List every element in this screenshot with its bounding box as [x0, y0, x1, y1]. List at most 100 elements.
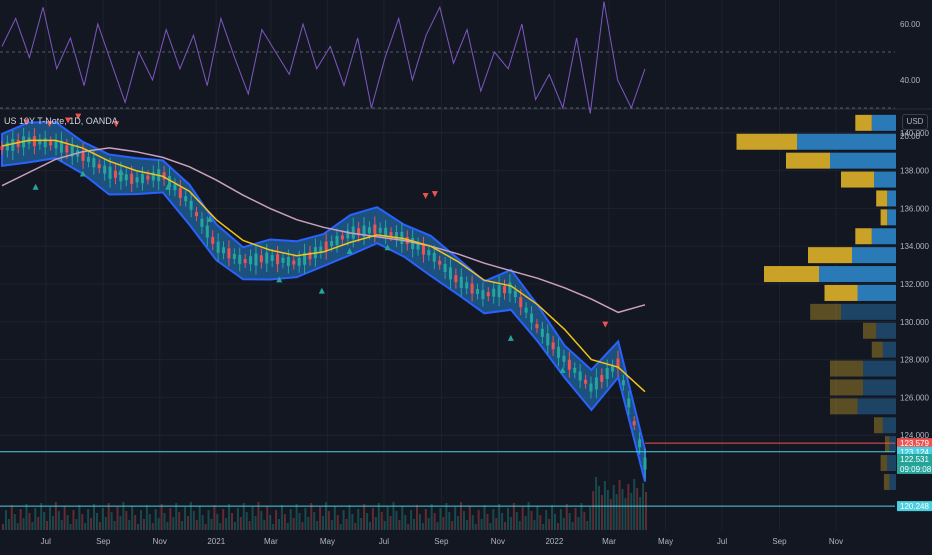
volume-bar: [580, 503, 583, 530]
volume-bar: [310, 503, 313, 530]
price-axis-tick: 130.000: [900, 318, 929, 327]
candle-body: [173, 184, 177, 191]
candle-body: [540, 328, 544, 337]
buy-signal-marker: [79, 170, 86, 177]
volume-bar: [457, 516, 460, 530]
candle-body: [611, 365, 615, 372]
volume-bar: [301, 522, 304, 530]
candle-body: [475, 289, 479, 295]
time-axis-label: Jul: [717, 537, 727, 546]
candle-body: [113, 170, 117, 178]
volume-bar: [336, 515, 339, 530]
volume-bar: [198, 506, 201, 530]
volume-bar: [527, 502, 530, 530]
candle-body: [0, 145, 4, 150]
candle-body: [259, 255, 263, 263]
candle-body: [54, 140, 58, 149]
volume-bar: [559, 509, 562, 530]
volume-bar: [351, 514, 354, 530]
candle-body: [546, 333, 550, 346]
candle-body: [589, 383, 593, 392]
volume-bar: [483, 505, 486, 530]
volume-bar: [586, 521, 589, 530]
candle-body: [243, 259, 247, 264]
buy-signal-marker: [318, 287, 325, 294]
volume-profile-bar-up: [871, 114, 896, 131]
candle-body: [11, 138, 15, 151]
buy-signal-marker: [206, 215, 213, 222]
sell-signal-marker: [113, 121, 120, 128]
volume-bar: [4, 510, 7, 530]
candle-body: [492, 288, 496, 297]
volume-bar: [413, 519, 416, 530]
volume-bar: [389, 516, 392, 530]
candle-body: [470, 283, 474, 294]
volume-bar: [327, 511, 330, 530]
price-axis-tick: 126.000: [900, 393, 929, 402]
volume-bar: [524, 516, 527, 530]
volume-bar: [624, 498, 627, 530]
candle-body: [70, 145, 74, 157]
volume-bar: [633, 479, 636, 530]
volume-profile-bar-up: [841, 303, 896, 320]
volume-bar: [46, 521, 49, 530]
volume-bar: [151, 523, 154, 530]
candle-body: [513, 291, 517, 298]
candle-body: [394, 232, 398, 241]
volume-bar: [542, 524, 545, 530]
volume-bar: [577, 517, 580, 530]
volume-profile-bar-up: [830, 152, 896, 169]
volume-profile-bar-down: [863, 322, 877, 339]
volume-bar: [98, 522, 101, 530]
candle-body: [59, 140, 63, 153]
volatility-band: [1, 121, 646, 482]
candle-body: [140, 174, 144, 184]
candle-body: [178, 187, 182, 198]
time-axis-label: Sep: [772, 537, 787, 546]
volume-bar: [492, 509, 495, 530]
volume-bar: [225, 518, 228, 530]
volume-bar: [395, 511, 398, 530]
price-tag-bg: [897, 463, 932, 474]
volume-bar: [583, 512, 586, 530]
candle-body: [497, 285, 501, 298]
candle-body: [481, 290, 485, 300]
volume-bar: [366, 513, 369, 530]
volume-bar: [333, 506, 336, 530]
candle-body: [535, 324, 539, 329]
volume-bar: [533, 520, 536, 530]
volume-bar: [34, 508, 37, 530]
volume-bar: [166, 522, 169, 530]
volume-bar: [592, 491, 595, 530]
volume-bar: [57, 511, 60, 530]
candle-body: [486, 292, 490, 297]
candle-body: [643, 457, 647, 470]
volume-bar: [486, 514, 489, 530]
buy-signal-marker: [165, 183, 172, 190]
price-axis-tick: 140.000: [900, 129, 929, 138]
volume-bar: [345, 519, 348, 530]
candle-body: [5, 142, 9, 151]
candle-body: [335, 235, 339, 245]
candle-body: [362, 225, 366, 237]
candle-body: [38, 139, 42, 145]
volume-bar: [145, 505, 148, 530]
volume-bar: [354, 523, 357, 530]
volume-bar: [78, 505, 81, 530]
candle-body: [32, 136, 36, 147]
volume-bar: [263, 520, 266, 530]
volume-bar: [539, 515, 542, 530]
time-axis-label: Sep: [96, 537, 111, 546]
volume-bar: [22, 518, 25, 530]
volume-bar: [445, 503, 448, 530]
candle-body: [249, 256, 253, 265]
volume-bar: [401, 506, 404, 530]
volume-bar: [286, 523, 289, 530]
volume-bar: [322, 516, 325, 530]
currency-button[interactable]: USD: [902, 114, 928, 130]
candle-body: [578, 371, 582, 381]
volume-bar: [477, 510, 480, 530]
candle-body: [130, 173, 134, 184]
